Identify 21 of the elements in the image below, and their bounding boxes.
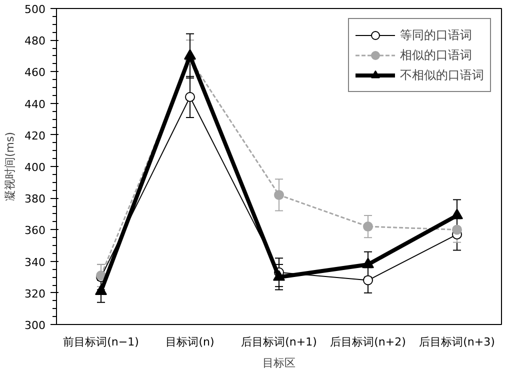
y-tick-label: 400	[24, 161, 46, 174]
x-tick-label: 前目标词(n−1)	[63, 336, 139, 348]
y-tick-label: 480	[24, 34, 46, 48]
y-tick-label: 380	[24, 192, 46, 206]
legend-label: 等同的口语词	[400, 26, 472, 44]
y-tick-label: 420	[24, 129, 46, 142]
x-tick-label: 后目标词(n+1)	[241, 336, 317, 348]
y-tick-label: 500	[24, 3, 46, 16]
y-tick-label: 440	[24, 98, 46, 111]
y-axis-title: 凝视时间(ms)	[4, 132, 17, 202]
x-tick-label: 后目标词(n+2)	[330, 336, 406, 348]
y-tick-label: 340	[24, 256, 46, 269]
x-axis-title: 目标区	[262, 356, 296, 370]
x-tick-label: 目标词(n)	[166, 336, 214, 348]
legend-label: 不相似的口语词	[400, 66, 484, 84]
x-tick-label: 后目标词(n+3)	[419, 336, 495, 348]
legend-label: 相似的口语词	[400, 46, 472, 64]
y-tick-label: 460	[24, 66, 46, 80]
y-tick-label: 320	[24, 287, 46, 300]
y-tick-label: 300	[24, 319, 46, 332]
y-tick-label: 360	[24, 224, 46, 238]
